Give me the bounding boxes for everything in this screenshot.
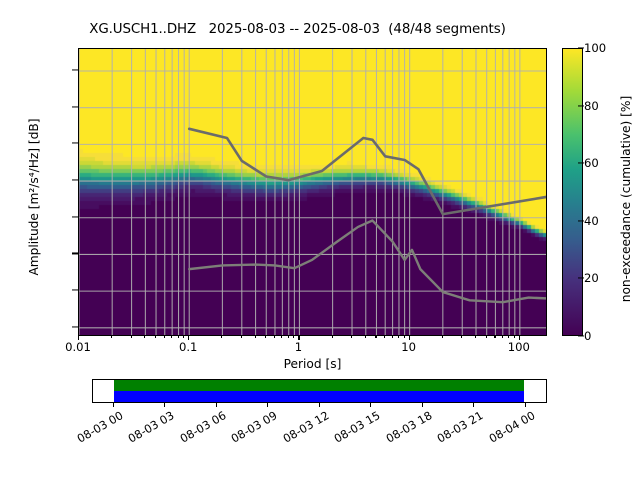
- timeline-tick-mark: [164, 403, 166, 407]
- colorbar-tick-mark: [578, 47, 584, 49]
- coverage-bar-lower: [113, 391, 524, 402]
- timeline-tick-mark: [112, 403, 115, 407]
- x-tick-mark: [485, 336, 487, 339]
- x-tick-mark: [293, 336, 295, 339]
- y-tick-mark: [72, 326, 78, 328]
- x-tick-mark: [475, 336, 477, 339]
- y-tick-mark: [72, 69, 78, 71]
- x-tick-mark: [508, 336, 510, 339]
- grid-layer: [79, 49, 546, 335]
- colorbar-tick-label: 0: [584, 329, 592, 343]
- x-tick-mark: [441, 336, 443, 339]
- x-tick-mark: [513, 336, 515, 339]
- x-axis-label: Period [s]: [283, 357, 342, 371]
- colorbar-tick-label: 20: [584, 271, 599, 286]
- x-tick-mark: [494, 336, 496, 339]
- x-tick-mark: [384, 336, 386, 339]
- y-tick-mark: [72, 179, 78, 181]
- timeline-tick-mark: [421, 403, 423, 407]
- x-tick-label: 1: [294, 340, 303, 354]
- timeline-tick-label: 08-03 03: [126, 409, 177, 446]
- x-tick-mark: [265, 336, 267, 339]
- coverage-timeline[interactable]: [92, 379, 547, 403]
- y-tick-mark: [72, 142, 78, 144]
- colorbar-tick-label: 80: [584, 98, 599, 113]
- colorbar-tick-mark: [578, 335, 584, 337]
- x-tick-mark: [254, 336, 256, 339]
- x-tick-mark: [331, 336, 333, 339]
- x-tick-label: 0.1: [178, 340, 198, 354]
- ppsd-heatmap: [79, 49, 546, 335]
- colorbar-label: non-exceedance (cumulative) [%]: [619, 95, 633, 303]
- x-tick-mark: [177, 336, 179, 339]
- y-tick-mark: [72, 252, 78, 254]
- ppsd-plot-axes[interactable]: [78, 48, 547, 336]
- timeline-tick-mark: [473, 403, 475, 407]
- x-tick-mark: [298, 336, 300, 340]
- x-tick-mark: [130, 336, 132, 339]
- x-tick-mark: [111, 336, 113, 339]
- colorbar-tick-label: 40: [584, 213, 599, 228]
- x-tick-label: 100: [507, 340, 530, 354]
- timeline-tick-label: 08-03 18: [383, 409, 435, 446]
- page-title: XG.USCH1..DHZ 2025-08-03 -- 2025-08-03 (…: [89, 22, 506, 37]
- x-tick-mark: [188, 336, 190, 340]
- x-tick-label: 10: [401, 340, 417, 354]
- x-tick-mark: [281, 336, 283, 339]
- x-tick-mark: [171, 336, 173, 339]
- colorbar-tick-label: 60: [584, 156, 599, 171]
- x-tick-mark: [408, 336, 410, 340]
- x-tick-mark: [144, 336, 146, 339]
- colorbar: [562, 48, 583, 336]
- y-axis-label: Amplitude [m²/s⁴/Hz] [dB]: [27, 118, 41, 276]
- colorbar-tick-mark: [578, 105, 584, 107]
- y-tick-mark: [72, 106, 78, 108]
- colorbar-tick-label: 100: [584, 41, 607, 55]
- timeline-tick-mark: [370, 403, 372, 407]
- colorbar-tick-mark: [578, 162, 584, 164]
- x-tick-mark: [221, 336, 223, 339]
- x-tick-mark: [403, 336, 405, 339]
- x-tick-label: 0.01: [65, 340, 91, 354]
- x-tick-mark: [240, 336, 242, 339]
- timeline-tick-label: 08-03 12: [280, 409, 332, 446]
- x-tick-mark: [287, 336, 289, 339]
- y-tick-mark: [72, 289, 78, 291]
- x-tick-mark: [364, 336, 366, 339]
- x-tick-mark: [78, 336, 80, 340]
- timeline-tick-label: 08-03 09: [229, 409, 280, 446]
- coverage-bar-upper: [113, 380, 524, 391]
- x-tick-mark: [391, 336, 393, 339]
- timeline-tick-label: 08-04 00: [486, 409, 538, 446]
- timeline-tick-label: 08-03 21: [435, 409, 486, 446]
- colorbar-tick-mark: [578, 220, 584, 222]
- x-tick-mark: [375, 336, 377, 339]
- timeline-tick-label: 08-03 06: [177, 409, 229, 446]
- x-tick-mark: [397, 336, 400, 339]
- x-tick-mark: [273, 336, 276, 339]
- timeline-tick-label: 08-03 15: [332, 409, 383, 446]
- x-tick-mark: [351, 336, 353, 339]
- colorbar-tick-mark: [578, 277, 584, 279]
- x-tick-mark: [163, 336, 165, 339]
- x-tick-mark: [183, 336, 185, 339]
- x-tick-mark: [518, 336, 520, 340]
- timeline-tick-mark: [318, 403, 320, 407]
- timeline-tick-mark: [215, 403, 217, 407]
- timeline-tick-mark: [267, 403, 269, 407]
- y-tick-mark: [72, 216, 78, 218]
- timeline-tick-mark: [524, 403, 526, 407]
- x-tick-mark: [155, 336, 157, 339]
- x-tick-mark: [461, 336, 463, 339]
- x-tick-mark: [501, 336, 503, 339]
- timeline-tick-label: 08-03 00: [74, 409, 126, 446]
